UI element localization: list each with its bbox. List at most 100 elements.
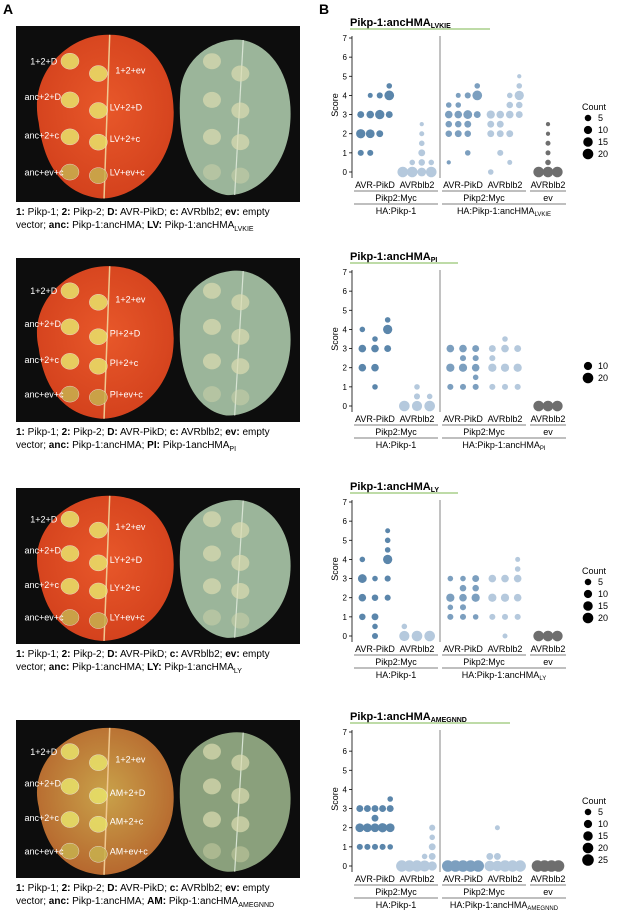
x-construct-label: HA:Pikp-1 [376,900,417,910]
legend-value: 20 [598,613,608,623]
score-dot [459,355,467,362]
x-group-label: Pikp2:Myc [375,657,417,667]
score-dot [455,102,462,108]
x-construct-label: HA:Pikp-1:ancHMALVKIE [457,206,551,218]
infiltration-label: 1+2+D [30,57,58,67]
infiltration-label: anc+ev+c [25,846,65,856]
y-tick-label: 5 [343,766,348,775]
x-group-label: ev [543,657,553,667]
infiltration-spot [89,816,108,833]
score-dot [459,604,467,611]
infiltration-spot [89,102,108,119]
infiltration-spot [202,545,221,562]
score-dot [445,102,452,108]
score-dot [358,363,367,372]
score-dot [359,613,366,621]
x-construct-label-main: HA:Pikp-1:ancHMA [462,440,540,450]
legend-dot [583,361,593,371]
caption-key: D: [107,649,118,660]
legend-dot [582,148,594,160]
infiltration-spot [60,353,80,370]
infiltration-spot [202,91,221,108]
score-dot [514,566,521,572]
x-group-label: Pikp2:Myc [463,427,505,437]
score-dot [371,594,379,601]
score-dot [533,630,544,642]
score-dot [501,344,509,353]
y-axis-label: Score [330,787,340,811]
x-construct-label: HA:Pikp-1 [376,440,417,450]
score-dot [387,796,393,802]
x-group-label: Pikp2:Myc [463,193,505,203]
y-tick-label: 5 [343,306,348,315]
infiltration-label: anc+ev+c [25,613,65,623]
infiltration-label: AM+ev+c [110,846,149,856]
score-dot [401,623,408,630]
caption-key: 2: [61,207,71,218]
score-dot [387,844,393,850]
score-dot [471,363,480,372]
score-dot [379,843,386,850]
legend-title: Count [582,796,607,806]
legend-dot [584,578,592,586]
score-dot [506,92,513,99]
y-tick-label: 4 [343,325,348,334]
score-dot [418,149,426,157]
score-dot [471,593,480,602]
infiltration-spot [231,167,250,184]
caption-text: AVR-PikD; [117,427,170,438]
score-dot [464,130,472,137]
infiltration-spot [89,612,108,629]
caption-text: vector; [16,662,49,673]
caption-key: c: [169,207,179,218]
score-dot [472,614,479,620]
x-construct-label-main: HA:Pikp-1:ancHMA [457,206,535,216]
infiltration-spot [202,318,221,335]
figure-caption: 1: Pikp-1; 2: Pikp-2; D: AVR-PikD; c: AV… [16,426,316,456]
caption-text: Pikp-2; [70,649,108,660]
legend-value: 15 [598,137,608,147]
infiltration-spot [60,778,80,795]
score-dot [397,166,409,178]
legend-dot [583,819,593,829]
infiltration-spot [89,389,108,406]
infiltration-spot [89,328,108,345]
infiltration-label: 1+2+ev [115,66,146,76]
caption-text: AVRblb2; [178,427,226,438]
score-dot [384,575,391,582]
score-dot [513,363,522,372]
score-dot [552,630,563,642]
score-dot [488,574,497,583]
score-dot [367,149,374,156]
score-dot [455,92,461,98]
score-dot [493,852,501,860]
score-dot [545,159,551,166]
score-dot [359,326,366,333]
infiltration-spot [231,134,250,151]
caption-text: Pikp-1:ancHMA; [69,896,148,907]
caption-key: 1: [16,649,25,660]
score-dot [552,400,563,412]
score-dot [517,74,522,79]
score-dot [406,166,418,178]
score-dot [514,383,521,390]
infiltration-label: anc+2+c [25,580,60,590]
x-category-label: AVRblb2 [400,874,435,884]
score-dot [454,130,462,138]
infiltration-spot [231,294,250,311]
score-dot [384,345,392,353]
score-dot [459,344,467,353]
score-dot [545,150,551,156]
x-category-label: AVRblb2 [531,414,566,424]
infiltration-spot [202,743,221,760]
score-dot [375,109,385,120]
x-category-label: AVR-PikD [443,874,483,884]
score-dot [487,169,494,175]
score-dot [446,160,451,165]
score-dot [376,130,384,138]
caption-text: empty [239,883,270,894]
x-category-label: AVRblb2 [488,180,523,190]
x-category-label: AVR-PikD [355,180,395,190]
chart-title-main: Pikp-1:ancHMA [350,251,431,263]
